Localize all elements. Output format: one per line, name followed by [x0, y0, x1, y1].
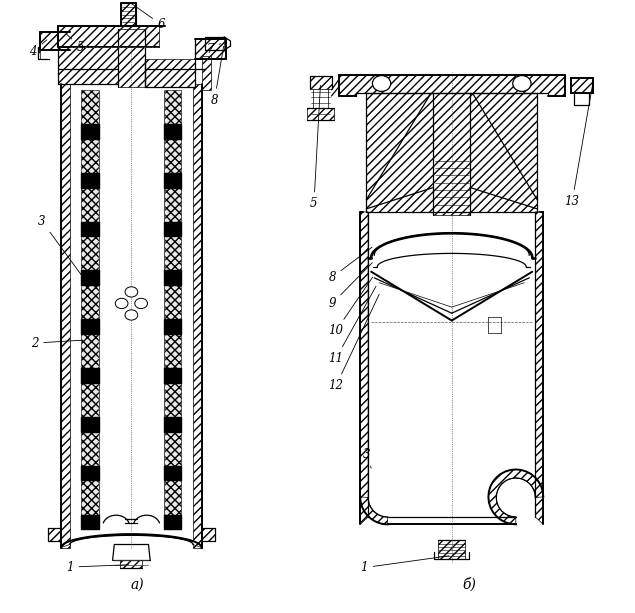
Text: 2: 2 [30, 337, 82, 349]
Polygon shape [204, 37, 224, 50]
Text: 4: 4 [29, 40, 47, 58]
Polygon shape [360, 497, 388, 524]
Ellipse shape [125, 310, 138, 320]
Polygon shape [145, 59, 196, 87]
Text: 1: 1 [360, 556, 449, 574]
Polygon shape [61, 84, 70, 547]
Text: а): а) [131, 578, 144, 592]
Polygon shape [366, 93, 434, 212]
Polygon shape [121, 2, 136, 26]
Ellipse shape [125, 287, 138, 297]
Text: 13: 13 [565, 86, 592, 208]
Polygon shape [434, 93, 470, 215]
Polygon shape [310, 77, 331, 89]
Polygon shape [571, 78, 592, 93]
Polygon shape [438, 540, 465, 558]
Polygon shape [118, 29, 145, 87]
Polygon shape [58, 26, 159, 47]
Text: 7: 7 [206, 43, 220, 56]
Polygon shape [201, 56, 211, 90]
Text: 5: 5 [66, 34, 84, 54]
Text: 10: 10 [328, 277, 373, 337]
Ellipse shape [116, 299, 128, 308]
Text: 3: 3 [38, 215, 83, 277]
Polygon shape [535, 212, 544, 524]
Polygon shape [360, 212, 368, 524]
Text: 12: 12 [328, 294, 379, 392]
Polygon shape [40, 32, 70, 50]
Polygon shape [58, 47, 118, 84]
Polygon shape [488, 470, 544, 524]
Polygon shape [339, 75, 565, 96]
Polygon shape [121, 560, 142, 568]
Polygon shape [196, 39, 226, 59]
Text: 3: 3 [363, 447, 371, 468]
Text: 8: 8 [211, 46, 224, 107]
Polygon shape [81, 90, 99, 529]
Text: 1: 1 [66, 560, 129, 574]
Text: 8: 8 [328, 247, 372, 284]
Polygon shape [48, 528, 61, 541]
Ellipse shape [513, 75, 531, 91]
Ellipse shape [372, 75, 391, 91]
Ellipse shape [135, 299, 147, 308]
Polygon shape [164, 90, 182, 529]
Text: 6: 6 [131, 3, 165, 31]
Polygon shape [38, 47, 40, 59]
Polygon shape [193, 84, 201, 547]
Text: 9: 9 [328, 263, 372, 310]
Text: 5: 5 [310, 85, 321, 210]
Text: б): б) [462, 578, 476, 592]
Polygon shape [307, 108, 334, 120]
Polygon shape [201, 528, 215, 541]
Polygon shape [61, 534, 201, 547]
Polygon shape [470, 93, 537, 212]
Text: 11: 11 [328, 286, 376, 365]
